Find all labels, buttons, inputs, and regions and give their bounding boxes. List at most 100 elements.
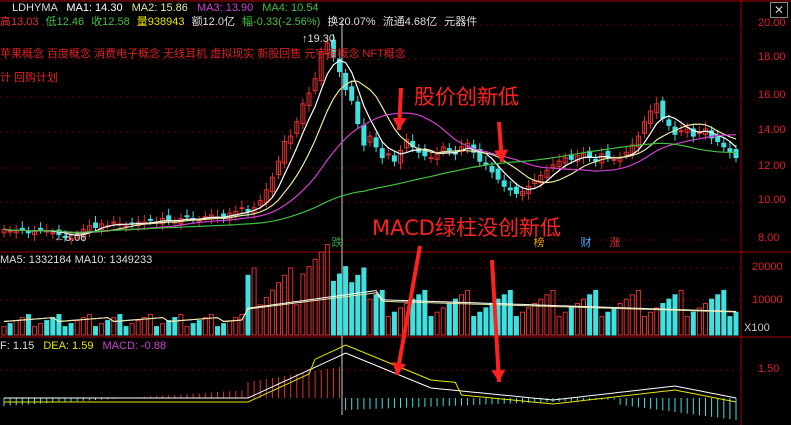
volume-bar: [440, 307, 446, 336]
float-stat: 流通4.68亿: [382, 16, 438, 28]
candle-body: [678, 130, 684, 133]
ma3-label: MA3: 13.90: [196, 2, 254, 14]
event-badge-list[interactable]: 榜: [533, 237, 545, 249]
price-tick: 16.00: [758, 89, 786, 101]
high-price-marker: ↑19.30: [302, 33, 336, 45]
volume-bar: [379, 289, 385, 336]
volume-bar: [355, 274, 361, 336]
volume-bar: [398, 307, 403, 336]
price-tick: 8.00: [758, 232, 780, 244]
volume-bar: [32, 326, 37, 336]
candle-body: [62, 235, 68, 238]
volume-bar: [459, 294, 464, 336]
candle-body: [489, 166, 495, 173]
candle-body: [276, 160, 281, 176]
close-icon[interactable]: ✕: [770, 2, 788, 18]
volume-bar: [141, 317, 147, 336]
volume-tick: 10000: [752, 294, 783, 306]
macd-tick: 1.50: [758, 363, 780, 375]
volume-bar: [251, 267, 257, 336]
candle-body: [257, 200, 263, 206]
candle-body: [99, 223, 105, 230]
volume-bar: [263, 296, 269, 336]
volume-bar: [690, 311, 696, 336]
volume-bar: [349, 282, 355, 336]
turnover-stat: 换20.07%: [327, 16, 376, 28]
candle-body: [349, 86, 355, 101]
volume-bar: [715, 294, 721, 336]
amount-stat: 额12.0亿: [191, 16, 235, 28]
volume-bar: [520, 311, 525, 336]
high-stat: 高13.03: [0, 16, 39, 28]
candle-body: [1, 228, 7, 234]
volume-bar: [276, 282, 281, 336]
volume-bar: [416, 294, 422, 336]
candle-body: [690, 128, 696, 137]
volume-bar: [269, 289, 275, 336]
volume-bar: [178, 314, 184, 336]
volume-bar: [629, 294, 635, 336]
volume-bar: [544, 294, 550, 336]
volume-bar: [422, 289, 428, 336]
candle-body: [721, 142, 727, 148]
candle-body: [306, 92, 312, 107]
event-badge-up[interactable]: 涨: [609, 237, 621, 249]
price-tick: 14.00: [758, 124, 786, 136]
price-tick: 18.00: [758, 51, 786, 63]
volume-bar: [300, 273, 306, 336]
volume-bar: [337, 273, 342, 336]
volume-bar: [74, 320, 80, 336]
volume-bar: [160, 323, 166, 336]
event-badge-down[interactable]: 跌: [331, 237, 343, 249]
candle-body: [166, 215, 172, 221]
candle-body: [709, 130, 715, 139]
volume-bar: [513, 316, 519, 336]
candle-body: [147, 218, 153, 221]
volume-bar: [666, 298, 672, 336]
candle-body: [367, 135, 373, 143]
plan-tag[interactable]: 计 回购计划: [0, 72, 59, 84]
volume-bar: [227, 320, 233, 336]
volume-bar: [239, 314, 245, 336]
volume-bar: [660, 303, 666, 336]
volume-bar: [428, 316, 434, 336]
candle-body: [13, 230, 19, 234]
concept-tags[interactable]: 苹果概念 百度概念 消费电子概念 无线耳机 虚拟现实 新股回售 元宇宙概念 NF…: [0, 48, 406, 60]
dea-label: DEA: 1.59: [43, 340, 94, 352]
candle-body: [648, 110, 654, 125]
volume-bar: [184, 326, 190, 336]
candle-body: [446, 148, 452, 151]
volume-bar: [147, 314, 153, 336]
sector-stat: 元器件: [444, 16, 478, 28]
volume-bar: [556, 316, 562, 336]
volume-bar: [111, 317, 117, 336]
candle-body: [501, 180, 507, 187]
ma1-label: MA1: 14.30: [66, 2, 123, 14]
volume-bar: [1, 326, 7, 336]
candle-body: [300, 103, 306, 125]
candle-body: [398, 149, 403, 164]
candle-body: [288, 135, 294, 144]
candle-body: [507, 187, 513, 191]
indicator-header: LDHYMA MA1: 14.30 MA2: 15.86 MA3: 13.90 …: [0, 2, 319, 15]
candle-body: [538, 175, 544, 184]
volume-bar: [62, 326, 68, 336]
ma2-label: MA2: 15.86: [131, 2, 188, 14]
candle-body: [385, 153, 391, 156]
volume-bar: [135, 320, 141, 336]
candle-body: [111, 221, 117, 224]
candle-body: [93, 222, 98, 228]
candle-body: [654, 103, 660, 114]
candle-body: [379, 148, 385, 159]
volume-bar: [696, 307, 702, 336]
event-badge-finance[interactable]: 财: [580, 237, 592, 249]
volume-bar: [526, 307, 532, 336]
volume-bar: [154, 326, 159, 336]
volume-bar: [672, 294, 678, 336]
volume-bar: [44, 320, 50, 336]
volume-unit: X100: [744, 322, 770, 334]
volume-bar: [68, 323, 74, 336]
volume-bar: [446, 303, 452, 336]
candle-body: [428, 157, 434, 160]
